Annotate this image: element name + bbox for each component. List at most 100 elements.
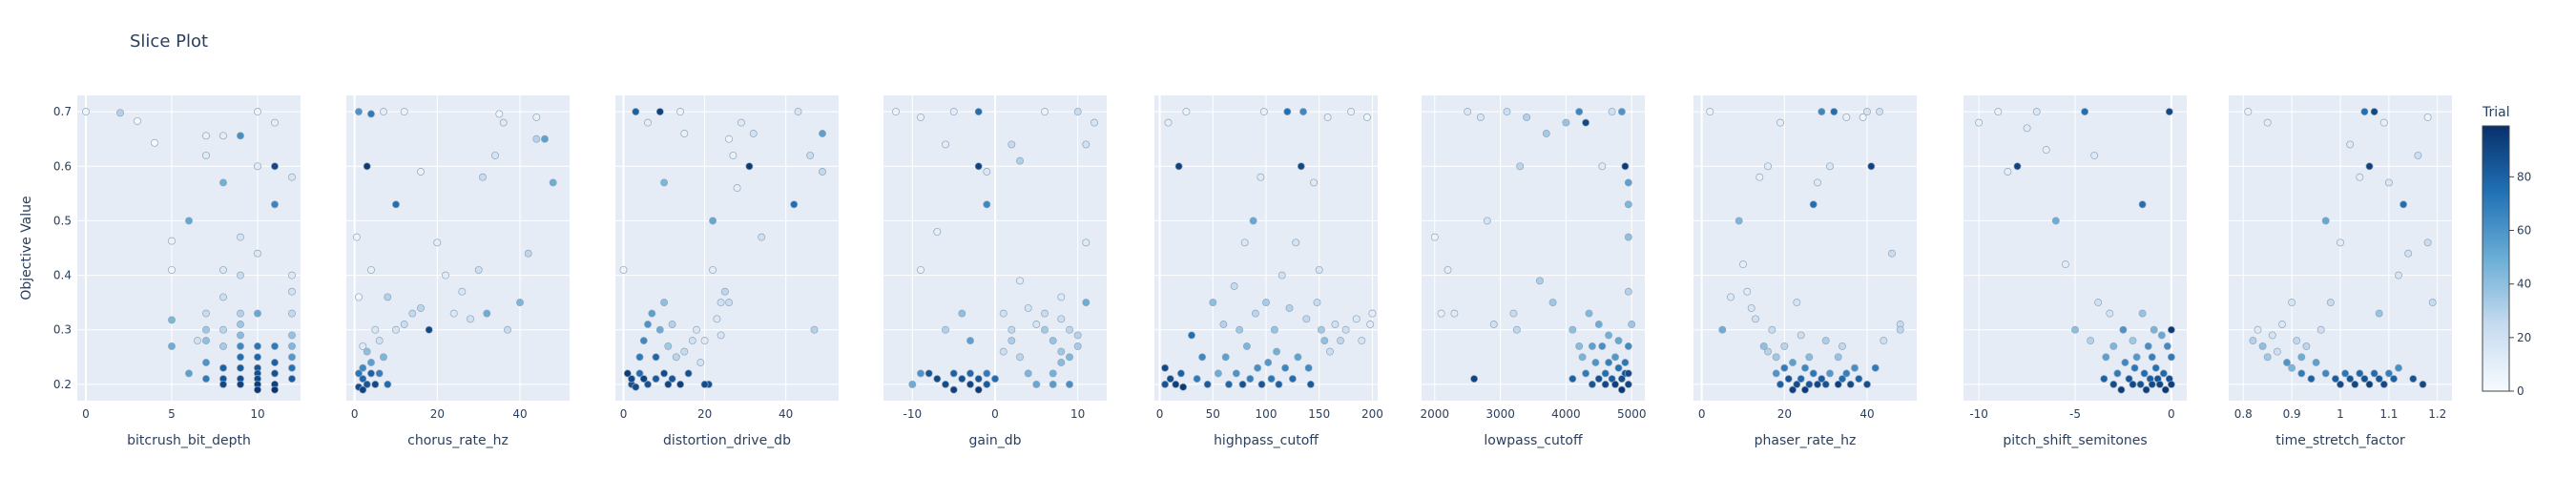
subplot-bitcrush_bit_depth: 0.2 0.3 0.4 0.5 0.6 0.7 0 5 10 bitcrush_bit_depth (53, 95, 301, 448)
data-point (958, 375, 966, 384)
data-point (974, 108, 983, 116)
data-point (1008, 325, 1016, 334)
data-point (1024, 369, 1032, 378)
data-point (1285, 303, 1294, 312)
data-point (541, 135, 549, 143)
colorbar-tick-label: 40 (2517, 278, 2531, 291)
data-point (1706, 108, 1714, 116)
data-point (1057, 359, 1066, 366)
data-point (720, 287, 729, 296)
data-point (1489, 321, 1498, 328)
data-point (1337, 337, 1344, 345)
data-point (1608, 108, 1616, 116)
data-point (116, 109, 124, 117)
data-point (1317, 325, 1325, 334)
data-point (1747, 303, 1755, 312)
data-point (1598, 342, 1607, 350)
data-point (933, 375, 942, 384)
data-point (1611, 380, 1619, 388)
data-point (271, 118, 279, 127)
data-point (1057, 347, 1066, 356)
data-point (917, 369, 924, 378)
data-point (363, 162, 371, 171)
data-point (1341, 325, 1350, 334)
data-point (1270, 325, 1278, 334)
data-point (1585, 309, 1593, 318)
data-point (1262, 299, 1270, 307)
data-point (363, 380, 371, 388)
data-point (1176, 369, 1185, 378)
data-point (1091, 118, 1098, 127)
data-point (2258, 342, 2267, 350)
data-point (1575, 108, 1584, 116)
data-point (491, 151, 499, 159)
data-point (375, 369, 384, 378)
data-point (2136, 380, 2145, 388)
data-point (1780, 363, 1789, 372)
data-point (660, 299, 669, 307)
data-point (219, 380, 227, 388)
data-point (684, 369, 693, 378)
x-tick-label: 0 (1698, 407, 1706, 421)
data-point (288, 287, 296, 296)
data-point (516, 299, 524, 307)
data-point (2249, 337, 2257, 345)
data-point (1032, 321, 1041, 328)
data-point (1752, 315, 1759, 323)
data-point (359, 375, 367, 384)
data-point (1347, 108, 1356, 116)
data-point (790, 200, 799, 209)
data-point (532, 135, 541, 143)
y-tick-label: 0.7 (53, 105, 72, 118)
data-point (2125, 375, 2133, 384)
x-tick-label: 10 (1070, 407, 1085, 421)
data-point (680, 347, 689, 356)
data-point (1294, 353, 1302, 362)
data-point (1057, 315, 1066, 323)
data-point (966, 380, 974, 388)
data-point (237, 380, 244, 388)
data-point (2042, 146, 2050, 155)
data-point (367, 369, 375, 378)
data-point (1257, 380, 1266, 388)
x-tick-label: 4000 (1551, 407, 1581, 421)
data-point (1066, 353, 1073, 362)
data-point (1801, 363, 1809, 372)
data-point (371, 325, 380, 334)
data-point (1016, 353, 1024, 362)
x-tick-label: 10 (250, 407, 264, 421)
data-point (2013, 162, 2022, 171)
data-point (479, 173, 487, 181)
data-point (371, 380, 380, 388)
data-point (1024, 303, 1032, 312)
data-point (237, 342, 244, 350)
data-point (1542, 130, 1550, 137)
data-point (2144, 342, 2152, 350)
colorbar-tick-label: 20 (2517, 331, 2531, 344)
data-point (1871, 363, 1880, 372)
data-point (2244, 108, 2253, 116)
data-point (2268, 331, 2276, 340)
data-point (749, 130, 758, 137)
data-point (2117, 385, 2126, 394)
data-point (958, 309, 966, 318)
colorbar-tick-label: 80 (2517, 170, 2531, 183)
data-point (2370, 369, 2379, 378)
data-point (1776, 380, 1784, 388)
x-tick-label: 1 (2337, 407, 2344, 421)
data-point (82, 108, 90, 116)
data-point (1302, 315, 1311, 323)
data-point (1621, 162, 1630, 171)
data-point (1535, 277, 1544, 285)
data-point (254, 162, 261, 171)
data-point (1789, 385, 1797, 394)
data-point (2404, 249, 2413, 258)
y-tick-label: 0.2 (53, 378, 72, 391)
data-point (467, 315, 474, 323)
data-point (380, 108, 387, 116)
data-point (1232, 369, 1240, 378)
data-point (2384, 369, 2393, 378)
data-point (151, 138, 158, 147)
data-point (999, 309, 1008, 318)
